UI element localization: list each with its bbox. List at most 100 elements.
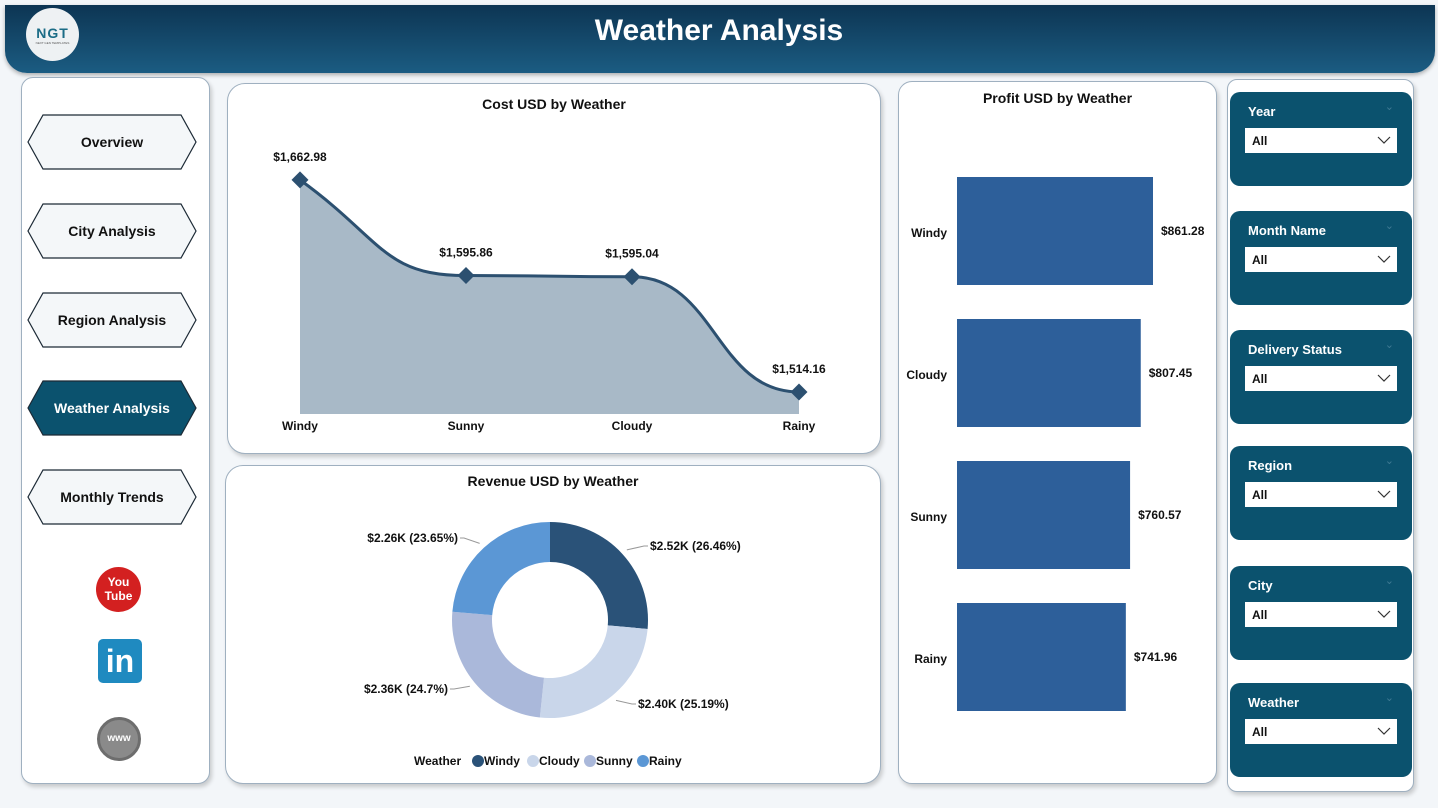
nav-label: Monthly Trends [60, 489, 164, 505]
slicer-month-name: Month Name ⌄ All [1230, 211, 1412, 305]
donut-slice [452, 522, 550, 616]
chevron-down-icon[interactable]: ⌄ [1384, 575, 1394, 587]
chevron-down-icon [1377, 727, 1391, 735]
dropdown-value: All [1252, 372, 1268, 386]
data-label: $760.57 [1138, 508, 1182, 522]
slicer-dropdown[interactable]: All [1245, 602, 1397, 627]
data-label: $861.28 [1161, 224, 1205, 238]
x-tick-label: Windy [282, 419, 318, 433]
series-line [299, 178, 800, 394]
data-label: $1,662.98 [273, 150, 327, 164]
profit-bar-chart: Windy $861.28 Cloudy $807.45 Sunny $760.57 Rai… [906, 177, 1205, 711]
slicer-dropdown[interactable]: All [1245, 482, 1397, 507]
data-point [790, 383, 808, 401]
legend-title: Weather [414, 754, 461, 768]
legend-item: Rainy [649, 754, 682, 768]
bar [957, 177, 1153, 285]
website-icon[interactable]: www [97, 717, 141, 761]
leader-line [450, 685, 470, 690]
legend-item: Cloudy [539, 754, 580, 768]
logo-text: NGT [36, 24, 69, 41]
leader-line [626, 545, 648, 551]
nav-label: Weather Analysis [54, 400, 170, 416]
y-tick-label: Sunny [910, 510, 947, 524]
slicer-weather: Weather ⌄ All [1230, 683, 1412, 777]
data-label: $1,595.86 [439, 246, 493, 260]
slicer-dropdown[interactable]: All [1245, 719, 1397, 744]
x-tick-label: Cloudy [612, 419, 653, 433]
chevron-down-icon[interactable]: ⌄ [1384, 339, 1394, 351]
logo: NGT NEXT GEN TEMPLATES [26, 8, 79, 61]
slicer-label: Month Name [1248, 223, 1326, 238]
area-fill [300, 179, 799, 414]
dropdown-value: All [1252, 608, 1268, 622]
data-label: $807.45 [1149, 366, 1193, 380]
dropdown-value: All [1252, 253, 1268, 267]
nav-region-analysis[interactable]: Region Analysis [27, 292, 197, 348]
linkedin-icon[interactable]: in [98, 639, 142, 683]
nav-label: City Analysis [68, 223, 156, 239]
donut-slice [539, 625, 648, 718]
chevron-down-icon[interactable]: ⌄ [1384, 220, 1394, 232]
nav-label: Overview [80, 134, 144, 150]
slicer-dropdown[interactable]: All [1245, 366, 1397, 391]
chevron-down-icon[interactable]: ⌄ [1384, 692, 1394, 704]
logo-subtext: NEXT GEN TEMPLATES [35, 40, 70, 45]
data-label: $741.96 [1134, 650, 1178, 664]
slicer-region: Region ⌄ All [1230, 446, 1412, 540]
slicer-year: Year ⌄ All [1230, 92, 1412, 186]
header-bar [5, 5, 1435, 73]
data-label: $2.52K (26.46%) [650, 539, 741, 553]
data-label: $2.26K (23.65%) [367, 531, 458, 545]
nav-weather-analysis[interactable]: Weather Analysis [27, 380, 197, 436]
nav-monthly-trends[interactable]: Monthly Trends [27, 469, 197, 525]
nav-overview[interactable]: Overview [27, 114, 197, 170]
y-tick-label: Windy [911, 226, 947, 240]
data-point [623, 268, 641, 286]
nav-label: Region Analysis [57, 312, 167, 328]
chevron-down-icon[interactable]: ⌄ [1384, 101, 1394, 113]
youtube-icon[interactable]: You Tube [96, 567, 141, 612]
x-tick-label: Sunny [448, 419, 485, 433]
legend-item: Sunny [596, 754, 633, 768]
nav-city-analysis[interactable]: City Analysis [27, 203, 197, 259]
leader-line [615, 699, 636, 705]
chevron-down-icon[interactable]: ⌄ [1384, 455, 1394, 467]
bar [957, 603, 1126, 711]
cost-chart-title: Cost USD by Weather [482, 96, 626, 112]
cost-area-chart: $1,662.98 Windy $1,595.86 Sunny $1,595.04 Clo… [273, 150, 826, 433]
chevron-down-icon [1377, 255, 1391, 263]
slicer-delivery-status: Delivery Status ⌄ All [1230, 330, 1412, 424]
data-point [457, 267, 475, 285]
y-tick-label: Cloudy [906, 368, 947, 382]
legend-marker [637, 755, 649, 767]
slicer-label: Region [1248, 458, 1293, 473]
legend-marker [472, 755, 484, 767]
slicer-dropdown[interactable]: All [1245, 247, 1397, 272]
slicer-label: City [1248, 578, 1273, 593]
data-label: $1,514.16 [772, 362, 826, 376]
chevron-down-icon [1377, 610, 1391, 618]
leader-line [460, 537, 480, 544]
dropdown-value: All [1252, 488, 1268, 502]
slicer-label: Year [1248, 104, 1276, 119]
chevron-down-icon [1377, 374, 1391, 382]
slicer-city: City ⌄ All [1230, 566, 1412, 660]
chevron-down-icon [1377, 136, 1391, 144]
legend-item: Windy [484, 754, 520, 768]
x-tick-label: Rainy [783, 419, 816, 433]
revenue-chart-title: Revenue USD by Weather [467, 473, 639, 489]
y-tick-label: Rainy [914, 652, 947, 666]
slicer-panel [1227, 79, 1414, 792]
page-title: Weather Analysis [594, 14, 844, 47]
dropdown-value: All [1252, 725, 1268, 739]
slicer-label: Weather [1248, 695, 1300, 710]
donut-slice [550, 522, 648, 629]
bar [957, 461, 1131, 569]
legend-marker [584, 755, 596, 767]
bar [957, 319, 1141, 427]
data-label: $1,595.04 [605, 247, 659, 261]
revenue-card: Revenue USD by Weather [225, 465, 881, 784]
slicer-dropdown[interactable]: All [1245, 128, 1397, 153]
donut-slice [452, 611, 544, 718]
